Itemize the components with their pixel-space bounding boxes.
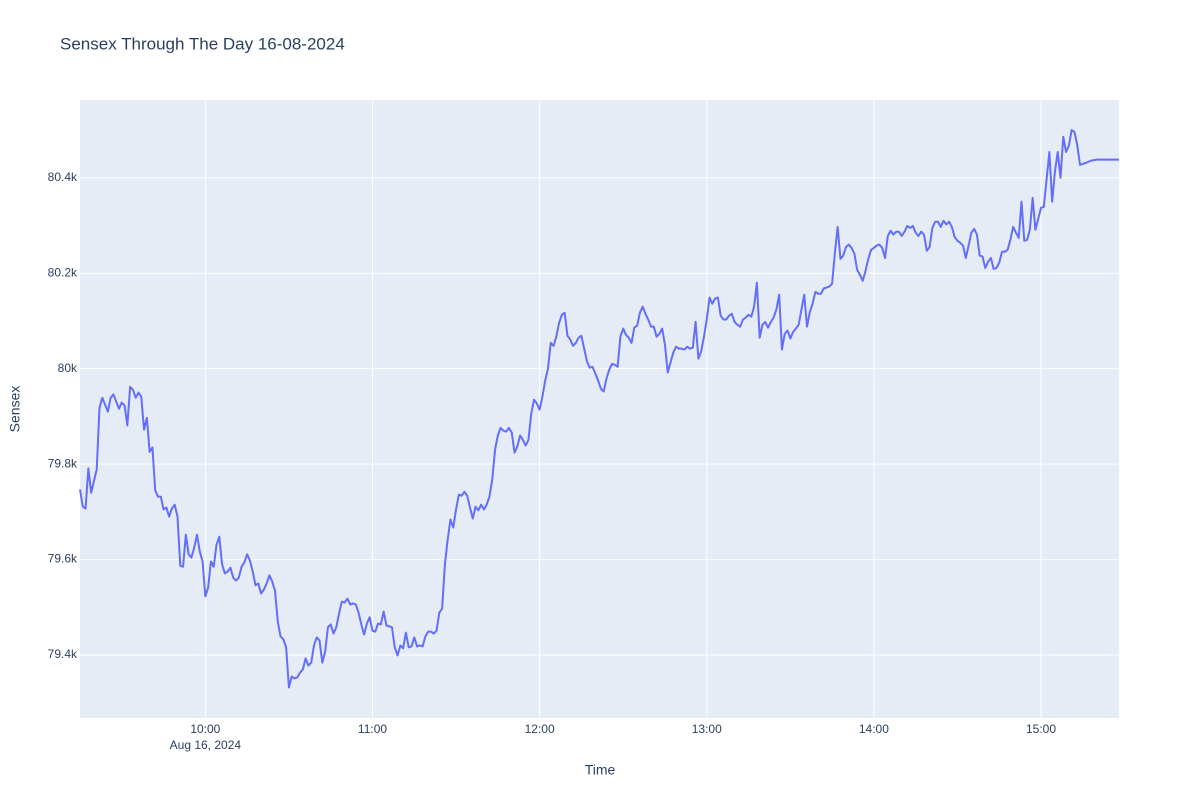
y-tick-label: 79.4k xyxy=(48,647,78,661)
line xyxy=(79,129,1119,689)
y-tick-label: 79.6k xyxy=(48,552,78,566)
x-tick-date: Aug 16, 2024 xyxy=(170,738,242,752)
plot-background xyxy=(80,100,1119,718)
x-tick-label: 15:00 xyxy=(1026,722,1056,736)
y-axis-title: Sensex xyxy=(7,386,23,433)
x-tick-label: 14:00 xyxy=(859,722,889,736)
x-axis-title: Time xyxy=(585,762,616,778)
grid xyxy=(80,100,1119,718)
y-tick-label: 80.2k xyxy=(48,265,78,279)
y-tick-label: 80k xyxy=(58,361,78,375)
y-tick-label: 80.4k xyxy=(48,170,78,184)
x-tick-label: 12:00 xyxy=(525,722,555,736)
x-tick-label: 10:00 xyxy=(190,722,220,736)
y-tick-label: 79.8k xyxy=(48,456,78,470)
x-tick-label: 13:00 xyxy=(692,722,722,736)
x-tick-label: 11:00 xyxy=(358,722,387,736)
chart-title: Sensex Through The Day 16-08-2024 xyxy=(60,34,345,53)
